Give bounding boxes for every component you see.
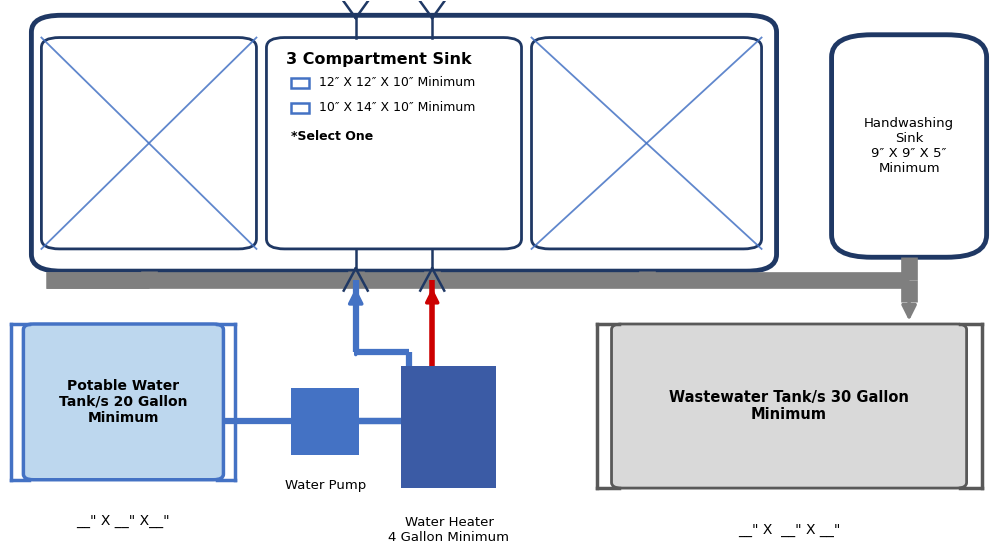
Text: Water Heater
4 Gallon Minimum: Water Heater 4 Gallon Minimum xyxy=(388,516,509,544)
FancyBboxPatch shape xyxy=(31,15,776,271)
FancyBboxPatch shape xyxy=(611,324,966,488)
Text: 3 Compartment Sink: 3 Compartment Sink xyxy=(287,53,472,67)
FancyBboxPatch shape xyxy=(531,37,761,249)
FancyBboxPatch shape xyxy=(267,37,521,249)
Text: Potable Water
Tank/s 20 Gallon
Minimum: Potable Water Tank/s 20 Gallon Minimum xyxy=(59,378,187,425)
FancyBboxPatch shape xyxy=(292,78,310,88)
Text: 10″ X 14″ X 10″ Minimum: 10″ X 14″ X 10″ Minimum xyxy=(320,101,475,114)
FancyBboxPatch shape xyxy=(23,324,223,480)
Bar xyxy=(401,366,496,488)
Bar xyxy=(401,366,496,488)
Bar xyxy=(292,388,359,454)
Text: Handwashing
Sink
9″ X 9″ X 5″
Minimum: Handwashing Sink 9″ X 9″ X 5″ Minimum xyxy=(863,117,953,175)
Bar xyxy=(292,388,359,454)
FancyBboxPatch shape xyxy=(831,35,986,257)
Text: 12″ X 12″ X 10″ Minimum: 12″ X 12″ X 10″ Minimum xyxy=(320,76,475,89)
Text: *Select One: *Select One xyxy=(292,130,374,143)
FancyBboxPatch shape xyxy=(292,103,310,112)
Text: __" X  __" X __": __" X __" X __" xyxy=(737,523,840,537)
Text: Water Pump: Water Pump xyxy=(285,479,366,492)
Text: Wastewater Tank/s 30 Gallon
Minimum: Wastewater Tank/s 30 Gallon Minimum xyxy=(668,390,908,422)
Text: __" X __" X__": __" X __" X__" xyxy=(76,514,170,528)
FancyBboxPatch shape xyxy=(41,37,257,249)
